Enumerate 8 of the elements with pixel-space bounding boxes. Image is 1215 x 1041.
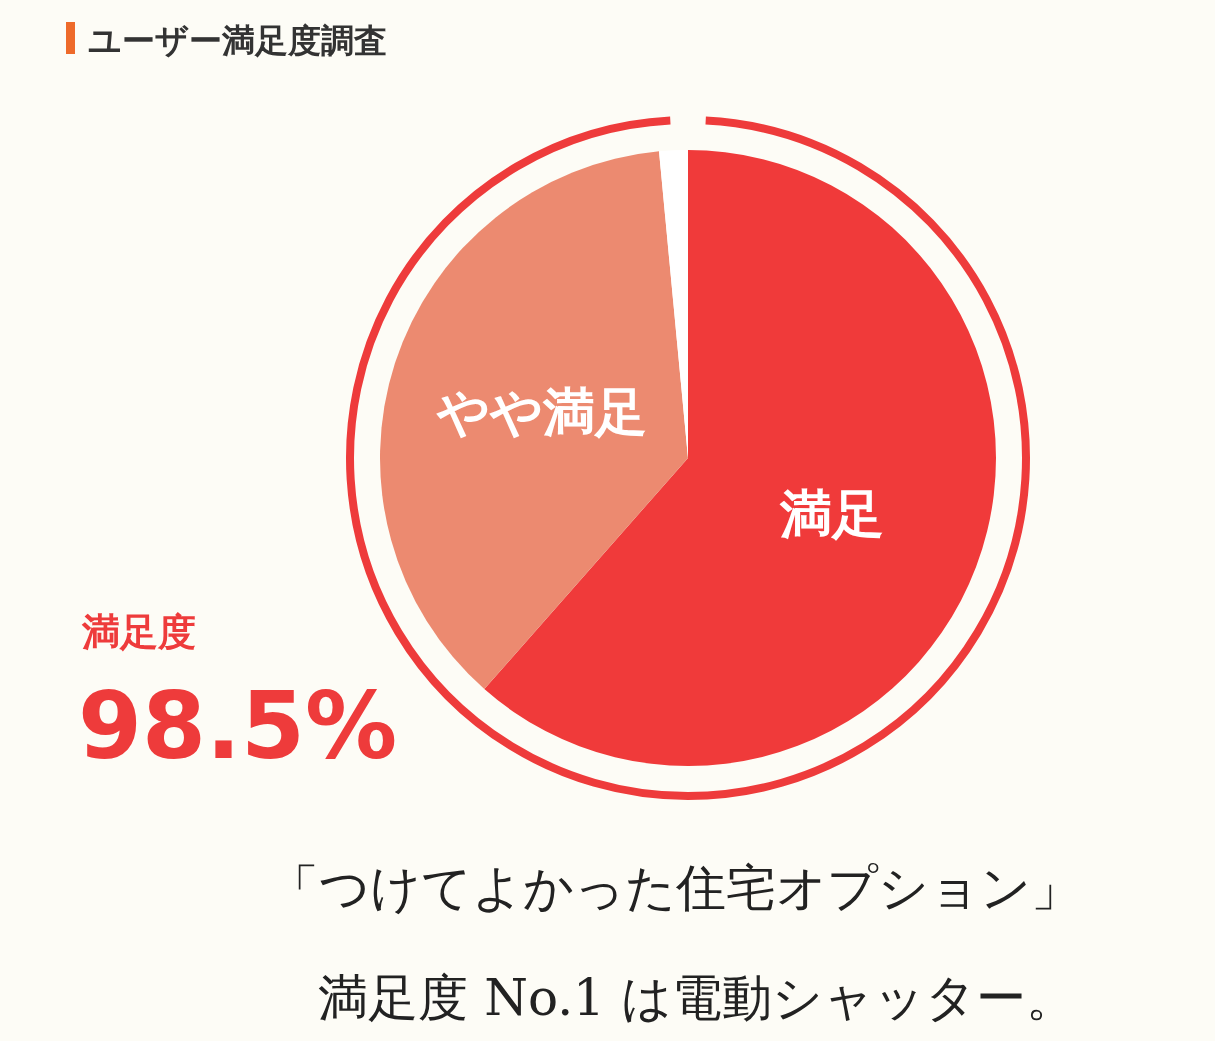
chart-title: ユーザー満足度調査 [88,21,387,60]
pie-slice [380,151,688,690]
slice-label: 満足 [779,484,885,545]
text: 「つけてよかった住宅オプション」 [269,859,1081,917]
text: 満足度 [81,610,196,654]
text: 満足度 No.1 は電動シャッター。 [318,969,1076,1027]
text: 98.5% [78,673,398,780]
slice-label: やや満足 [435,382,647,443]
